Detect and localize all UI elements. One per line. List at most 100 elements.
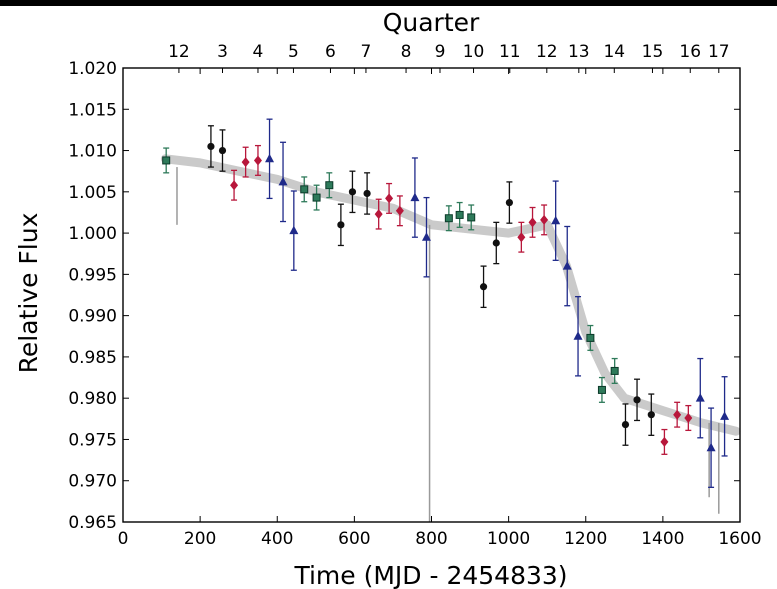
data-point-circle [621,403,630,446]
quarter-tick-label: 17 [708,42,730,62]
quarter-tick-label: 10 [463,42,485,62]
quarter-tick-label: 12 [536,42,558,62]
y-tick-label: 1.005 [68,183,117,203]
data-point-circle [479,265,488,309]
marker [597,385,606,394]
x-tick-label: 1400 [641,529,684,549]
marker [278,176,288,186]
marker [610,366,619,375]
data-point-diamond [540,204,549,236]
marker [374,209,383,220]
data-point-triangle [410,157,420,238]
data-point-diamond [517,221,526,253]
quarter-tick-label: 14 [603,42,625,62]
data-point-circle [363,172,371,215]
quarter-tick-label: 3 [217,42,228,62]
data-point-circle [337,203,345,247]
data-point-square [467,204,476,231]
marker [479,283,488,291]
data-point-square [597,376,606,403]
data-point-diamond [253,144,262,176]
data-point-diamond [660,428,669,455]
data-point-circle [348,170,357,214]
y-tick-label: 0.965 [68,513,117,533]
quarter-tick-label: 4 [253,42,264,62]
top-black-bar [0,0,777,6]
data-point-circle [218,129,227,172]
quarter-tick-label: 12 [168,42,190,62]
quarter-tick-label: 7 [361,42,372,62]
marker [467,213,476,222]
y-tick-label: 1.010 [68,142,117,162]
data-point-diamond [673,401,682,428]
marker [312,193,321,202]
marker [647,411,655,419]
data-point-triangle [573,296,583,377]
data-point-triangle [421,196,431,278]
marker [265,153,275,163]
quarter-tick-label: 9 [435,42,446,62]
marker [385,193,394,204]
x-tick-label: 800 [415,529,447,549]
marker [410,192,420,202]
y-tick-label: 0.975 [68,430,117,450]
data-point-triangle [265,118,275,200]
marker [562,261,572,270]
data-point-circle [505,181,513,224]
marker [720,411,730,420]
x-tick-label: 1600 [718,529,761,549]
marker [540,214,549,225]
y-tick-label: 0.980 [68,389,117,409]
trend-band [160,154,741,436]
marker [348,188,357,196]
y-tick-label: 0.985 [68,348,117,368]
data-point-square [325,172,334,199]
data-point-square [455,201,464,228]
data-point-diamond [385,182,394,214]
data-point-triangle [289,190,299,271]
marker [421,232,431,241]
data-point-square [312,184,321,211]
marker [337,221,345,229]
data-point-square [162,147,171,174]
x-axis-title: Time (MJD - 2454833) [293,561,567,589]
marker [241,157,250,168]
data-point-triangle [551,180,561,261]
marker [289,225,299,235]
y-tick-label: 1.000 [68,224,117,244]
data-point-diamond [395,195,404,227]
marker [517,232,526,243]
quarter-tick-label: 13 [568,42,590,62]
data-point-diamond [241,146,250,178]
marker [505,198,513,207]
y-tick-label: 1.020 [68,59,117,79]
y-axis-title: Relative Flux [14,213,43,374]
data-point-square [300,176,309,203]
marker [363,189,371,198]
data-point-triangle [695,357,705,439]
data-point-circle [647,393,655,436]
marker [660,436,669,447]
data-point-triangle [278,141,288,223]
y-tick-label: 0.995 [68,265,117,285]
axis-ticks: 0 200 400 600 800 1000 1200 1400 1600 0.965 0.970 0… [68,42,761,549]
marker [492,239,500,247]
marker [684,412,693,423]
marker [633,396,641,404]
data-point-triangle [562,225,572,307]
marker [207,142,215,151]
data-point-circle [633,378,641,422]
marker [300,185,309,194]
marker [706,442,716,452]
x-tick-label: 200 [184,529,216,549]
x-tick-label: 600 [338,529,370,549]
x-tick-label: 1200 [564,529,607,549]
x-tick-label: 1000 [487,529,530,549]
marker [162,156,171,165]
marker [325,181,334,190]
quarter-tick-label: 11 [499,42,521,62]
quarter-tick-label: 15 [642,42,664,62]
data-point-circle [492,221,500,265]
data-point-triangle [720,376,730,457]
